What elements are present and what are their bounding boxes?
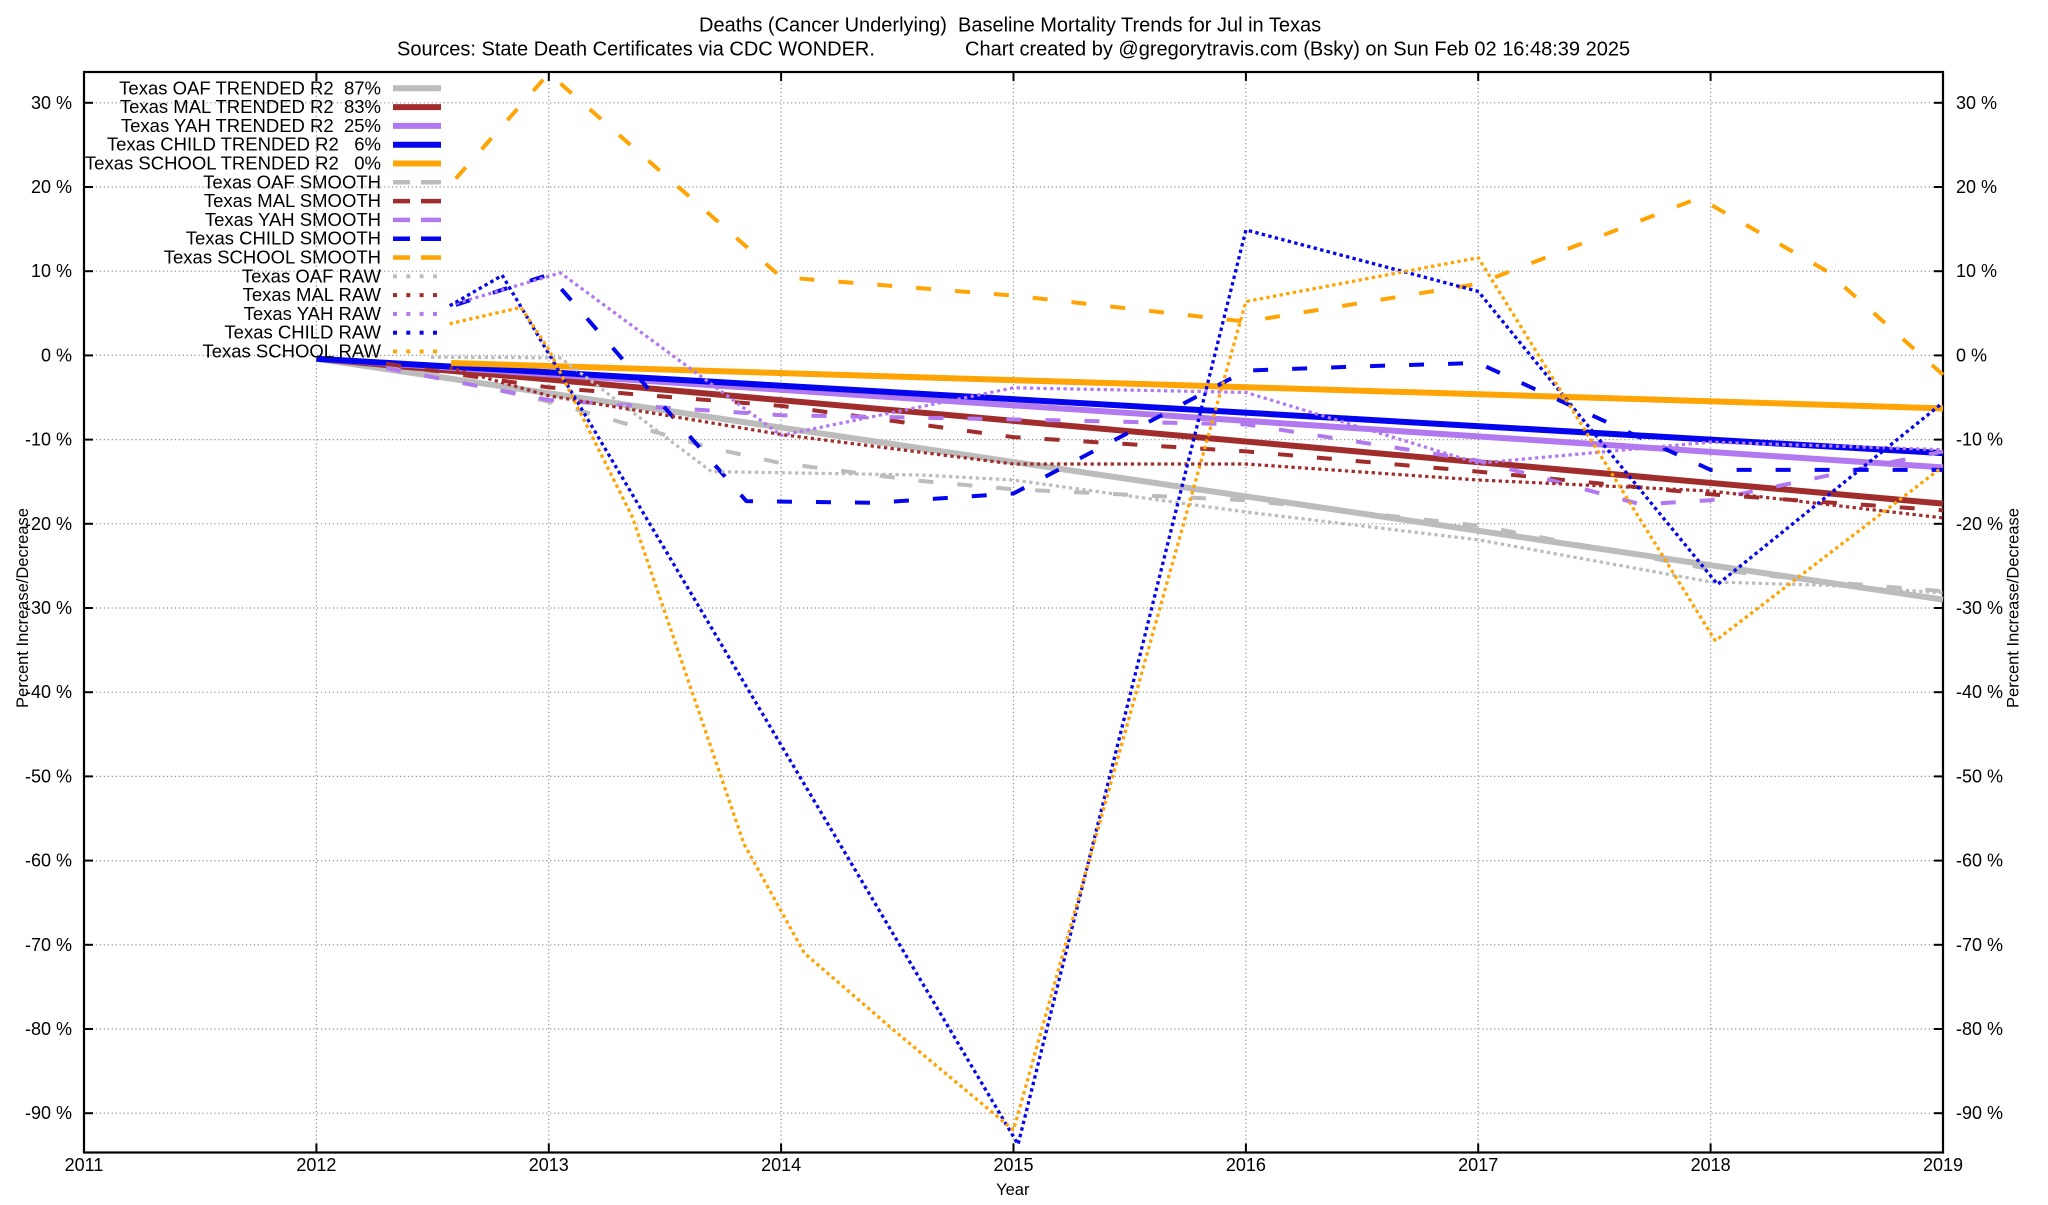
svg-text:Texas MAL SMOOTH: Texas MAL SMOOTH [204, 190, 381, 211]
svg-text:-10 %: -10 % [25, 430, 72, 450]
svg-text:-20 %: -20 % [1956, 514, 2003, 534]
svg-text:-10 %: -10 % [1956, 430, 2003, 450]
svg-text:-30 %: -30 % [1956, 598, 2003, 618]
svg-text:Texas CHILD RAW: Texas CHILD RAW [224, 322, 381, 343]
svg-text:2011: 2011 [65, 1155, 104, 1175]
svg-text:2015: 2015 [993, 1155, 1033, 1175]
svg-text:Percent Increase/Decrease: Percent Increase/Decrease [14, 508, 32, 708]
svg-text:-90 %: -90 % [25, 1103, 72, 1123]
svg-text:Year: Year [996, 1181, 1030, 1199]
svg-text:-50 %: -50 % [25, 766, 72, 786]
svg-text:2014: 2014 [761, 1155, 801, 1175]
svg-text:Texas OAF RAW: Texas OAF RAW [242, 265, 382, 286]
svg-text:-50 %: -50 % [1956, 766, 2003, 786]
svg-text:2018: 2018 [1691, 1155, 1731, 1175]
svg-text:-40 %: -40 % [25, 682, 72, 702]
svg-text:Percent Increase/Decrease: Percent Increase/Decrease [2005, 508, 2023, 708]
svg-text:Texas YAH TRENDED R2 25%: Texas YAH TRENDED R2 25% [121, 115, 381, 136]
svg-text:Texas OAF TRENDED R2 87%: Texas OAF TRENDED R2 87% [119, 77, 381, 98]
svg-text:Texas YAH SMOOTH: Texas YAH SMOOTH [205, 209, 381, 230]
svg-text:Chart created by @gregorytravi: Chart created by @gregorytravis.com (Bsk… [965, 39, 1630, 61]
svg-text:-40 %: -40 % [1956, 682, 2003, 702]
svg-text:Texas SCHOOL TRENDED R2 0%: Texas SCHOOL TRENDED R2 0% [85, 153, 381, 174]
svg-text:10 %: 10 % [1956, 261, 1997, 281]
svg-text:2012: 2012 [296, 1155, 336, 1175]
svg-text:-20 %: -20 % [25, 514, 72, 534]
svg-text:-60 %: -60 % [25, 851, 72, 871]
svg-text:2016: 2016 [1226, 1155, 1266, 1175]
svg-text:-30 %: -30 % [25, 598, 72, 618]
svg-text:Texas OAF SMOOTH: Texas OAF SMOOTH [203, 171, 381, 192]
svg-text:-90 %: -90 % [1956, 1103, 2003, 1123]
svg-text:Deaths (Cancer Underlying) Ba: Deaths (Cancer Underlying) Baseline Mort… [699, 15, 1321, 37]
svg-text:10 %: 10 % [31, 261, 72, 281]
svg-text:20 %: 20 % [31, 177, 72, 197]
svg-text:Texas CHILD TRENDED R2 6%: Texas CHILD TRENDED R2 6% [107, 134, 381, 155]
svg-text:20 %: 20 % [1956, 177, 1997, 197]
svg-text:0 %: 0 % [1956, 345, 1987, 365]
svg-text:Texas YAH RAW: Texas YAH RAW [244, 303, 382, 324]
svg-text:Texas MAL TRENDED R2 83%: Texas MAL TRENDED R2 83% [120, 96, 381, 117]
svg-text:Texas SCHOOL RAW: Texas SCHOOL RAW [202, 341, 381, 362]
svg-text:Texas MAL RAW: Texas MAL RAW [243, 284, 382, 305]
svg-text:Texas CHILD SMOOTH: Texas CHILD SMOOTH [186, 228, 381, 249]
svg-text:30 %: 30 % [1956, 93, 1997, 113]
svg-text:30 %: 30 % [31, 93, 72, 113]
svg-text:0 %: 0 % [41, 345, 72, 365]
svg-text:2019: 2019 [1923, 1155, 1963, 1175]
svg-text:2017: 2017 [1458, 1155, 1498, 1175]
svg-text:Sources: State Death Certifica: Sources: State Death Certificates via CD… [397, 39, 875, 61]
svg-text:-80 %: -80 % [25, 1019, 72, 1039]
svg-text:-60 %: -60 % [1956, 851, 2003, 871]
svg-text:-70 %: -70 % [25, 935, 72, 955]
svg-text:Texas SCHOOL SMOOTH: Texas SCHOOL SMOOTH [164, 247, 381, 268]
svg-text:2013: 2013 [529, 1155, 569, 1175]
svg-text:-80 %: -80 % [1956, 1019, 2003, 1039]
svg-text:-70 %: -70 % [1956, 935, 2003, 955]
